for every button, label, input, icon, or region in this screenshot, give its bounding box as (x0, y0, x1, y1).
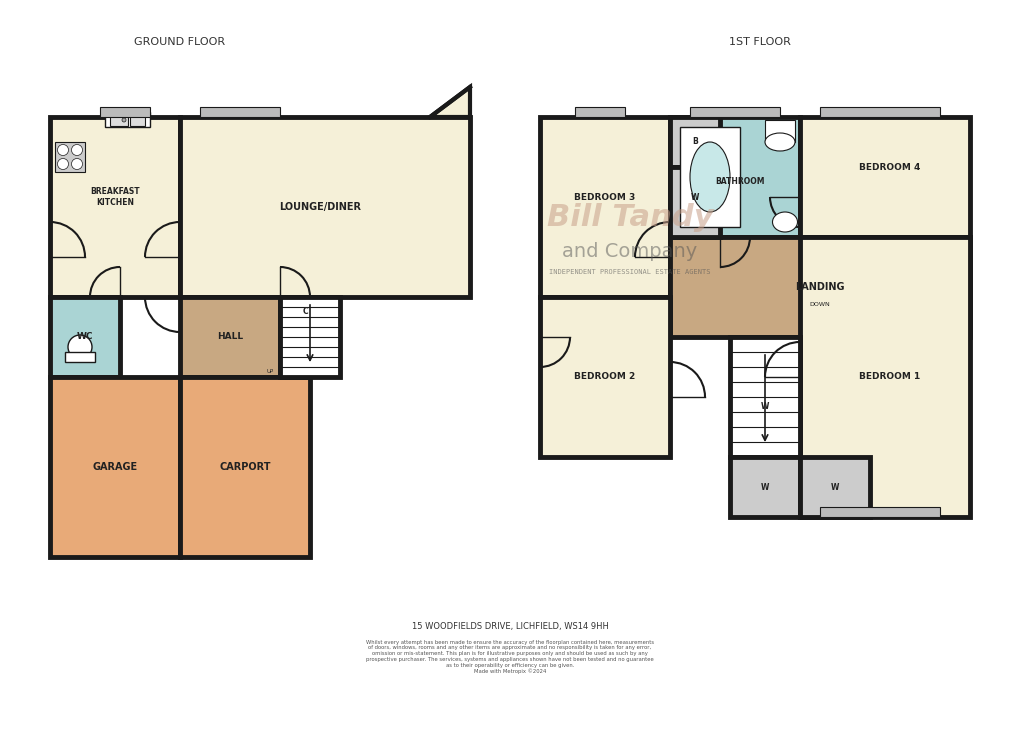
Text: WC: WC (76, 332, 93, 341)
Bar (280, 297, 330, 327)
Bar (669, 117, 719, 167)
Text: W: W (760, 402, 768, 411)
Bar (129, 114, 145, 126)
Bar (65, 352, 95, 362)
Circle shape (57, 158, 68, 170)
Text: BEDROOM 4: BEDROOM 4 (858, 162, 920, 172)
Bar (669, 117, 799, 237)
Bar (680, 127, 739, 227)
Text: W: W (690, 192, 698, 201)
Text: GROUND FLOOR: GROUND FLOOR (135, 37, 225, 47)
Bar (730, 337, 799, 457)
Bar (539, 117, 669, 297)
Bar (110, 114, 127, 126)
Bar (819, 107, 940, 117)
Bar (799, 117, 969, 237)
Circle shape (122, 118, 126, 122)
Ellipse shape (689, 142, 730, 212)
Bar (799, 457, 869, 517)
Bar (200, 107, 280, 117)
Text: 15 WOODFIELDS DRIVE, LICHFIELD, WS14 9HH: 15 WOODFIELDS DRIVE, LICHFIELD, WS14 9HH (411, 623, 608, 632)
Ellipse shape (764, 133, 794, 151)
Text: BEDROOM 1: BEDROOM 1 (859, 372, 920, 382)
Text: HALL: HALL (217, 332, 243, 341)
Text: BREAKFAST
KITCHEN: BREAKFAST KITCHEN (90, 187, 140, 206)
Text: DOWN: DOWN (809, 302, 829, 307)
Ellipse shape (771, 212, 797, 232)
Text: C: C (302, 307, 308, 316)
Text: GARAGE: GARAGE (93, 462, 138, 472)
Circle shape (71, 158, 83, 170)
Text: LANDING: LANDING (795, 282, 844, 292)
Polygon shape (430, 87, 470, 117)
Bar (575, 107, 625, 117)
Text: LOUNGE/DINER: LOUNGE/DINER (279, 202, 361, 212)
Text: BEDROOM 3: BEDROOM 3 (574, 192, 635, 201)
Bar (105, 112, 150, 127)
Text: W: W (830, 483, 839, 492)
Text: W: W (760, 483, 768, 492)
Bar (179, 297, 280, 377)
Bar (689, 107, 780, 117)
Bar (819, 507, 940, 517)
Text: BEDROOM 2: BEDROOM 2 (574, 372, 635, 382)
Circle shape (71, 144, 83, 156)
Text: INDEPENDENT PROFESSIONAL ESTATE AGENTS: INDEPENDENT PROFESSIONAL ESTATE AGENTS (548, 269, 710, 275)
Text: Bill Tandy: Bill Tandy (546, 203, 712, 231)
Bar (50, 297, 120, 377)
Bar (100, 107, 150, 117)
Bar (280, 297, 339, 377)
Text: 1ST FLOOR: 1ST FLOOR (729, 37, 790, 47)
Text: BATHROOM: BATHROOM (714, 178, 764, 186)
Bar (50, 377, 179, 557)
Text: Whilst every attempt has been made to ensure the accuracy of the floorplan conta: Whilst every attempt has been made to en… (366, 640, 653, 674)
Text: UP: UP (266, 369, 273, 374)
Bar (55, 142, 85, 172)
Text: and Company: and Company (561, 242, 697, 262)
Bar (179, 117, 470, 297)
Bar (764, 120, 794, 142)
Bar (730, 457, 799, 517)
Circle shape (68, 335, 92, 359)
Bar (50, 117, 179, 297)
Bar (669, 167, 719, 237)
Circle shape (57, 144, 68, 156)
Bar (799, 237, 969, 517)
Bar (179, 377, 310, 557)
Bar (539, 297, 669, 457)
Text: B: B (692, 138, 697, 147)
Bar (669, 237, 969, 337)
Text: CARPORT: CARPORT (219, 462, 270, 472)
